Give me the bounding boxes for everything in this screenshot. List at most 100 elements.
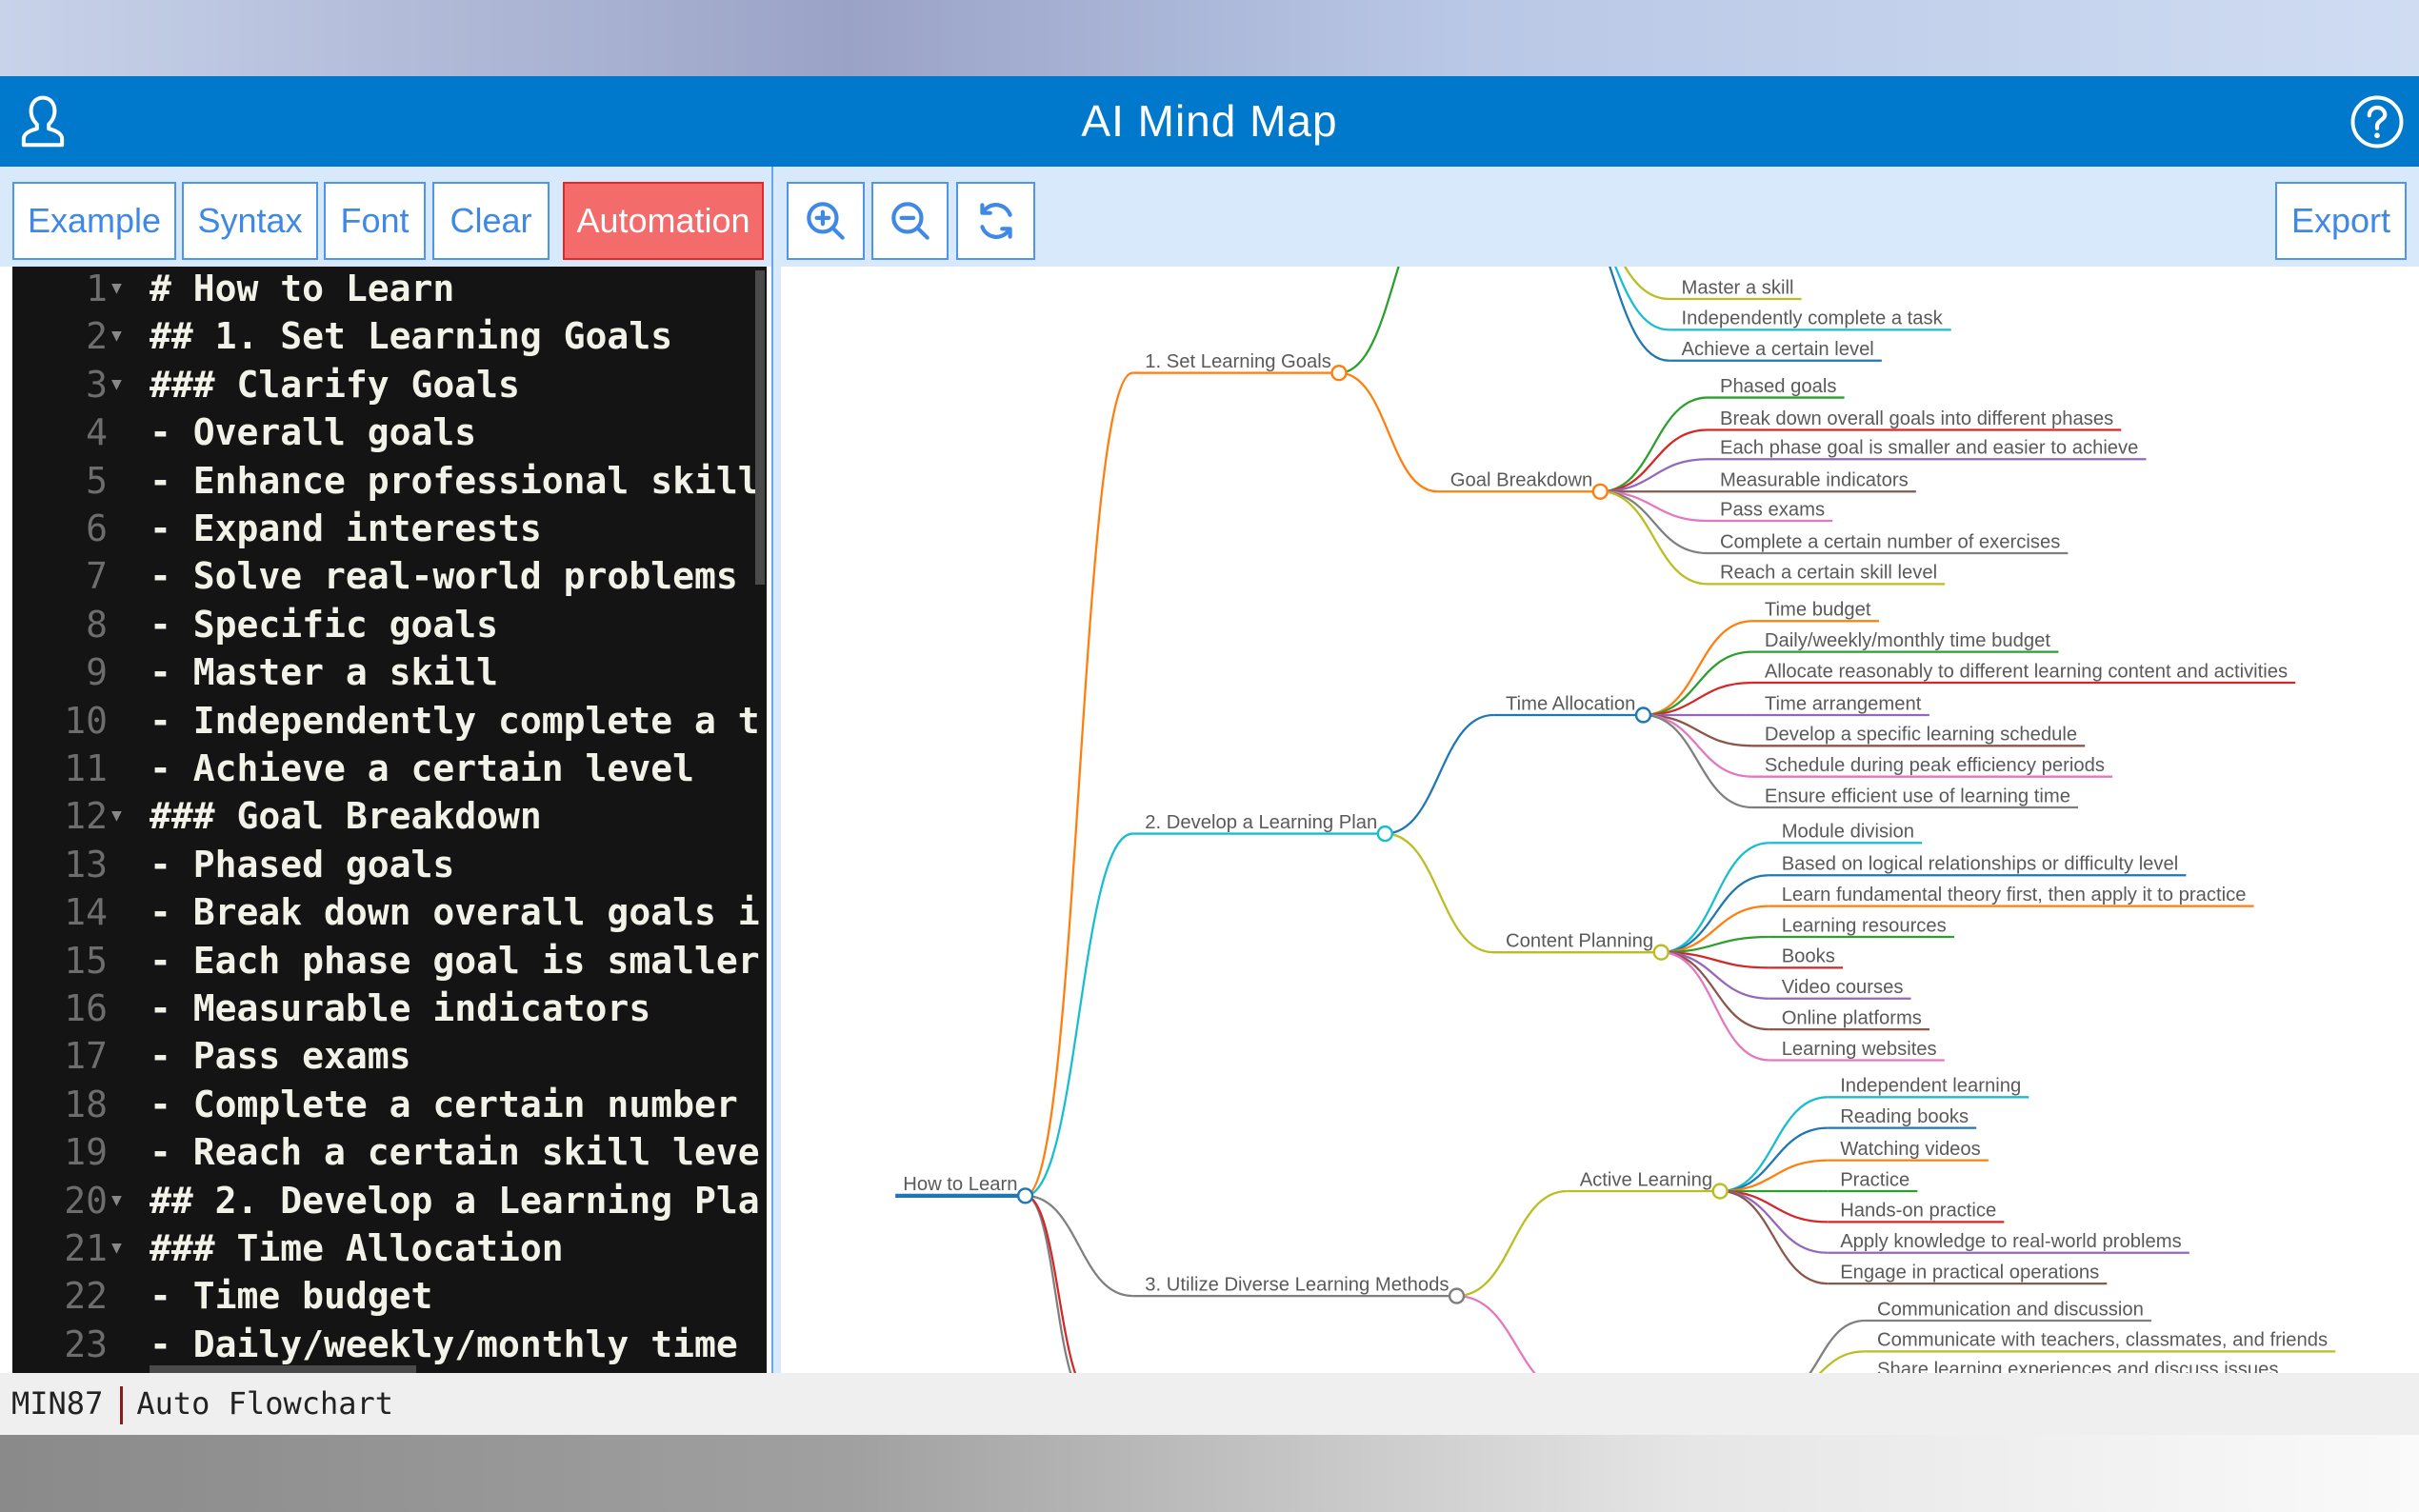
mind-map-node[interactable]: Practice [1828, 1169, 1918, 1193]
mind-map-node[interactable]: Communicate with teachers, classmates, a… [1865, 1330, 2336, 1353]
mind-map-node[interactable]: Learn fundamental theory first, then app… [1769, 885, 2254, 907]
mind-map-node[interactable]: Phased goals [1708, 376, 1845, 399]
refresh-button[interactable] [956, 182, 1035, 260]
editor-line[interactable]: 20 ▼ ## 2. Develop a Learning Pla [12, 1177, 767, 1224]
editor-line[interactable]: 6 - Expand interests [12, 505, 767, 552]
mind-map-node[interactable]: Apply knowledge to real-world problems [1828, 1231, 2189, 1254]
mind-map-node[interactable]: Develop a specific learning schedule [1751, 725, 2086, 747]
fold-arrow-icon[interactable]: ▼ [111, 278, 122, 298]
fold-arrow-icon[interactable]: ▼ [111, 373, 122, 394]
editor-line[interactable]: 8 - Specific goals [12, 601, 767, 648]
mind-map-node[interactable]: Ensure efficient use of learning time [1751, 786, 2079, 809]
collapse-toggle-icon[interactable] [1652, 944, 1669, 961]
fold-arrow-icon[interactable]: ▼ [111, 806, 122, 826]
mind-map-node[interactable]: Based on logical relationships or diffic… [1769, 854, 2187, 877]
mind-map-node[interactable]: Reading books [1828, 1106, 1977, 1129]
fold-arrow-icon[interactable]: ▼ [111, 1189, 122, 1210]
example-button[interactable]: Example [12, 182, 176, 260]
editor-line[interactable]: 1 ▼ # How to Learn [12, 267, 767, 312]
mind-map-node[interactable]: Online platforms [1769, 1007, 1930, 1031]
mind-map-node[interactable]: Reach a certain skill level [1708, 563, 1946, 586]
editor-line[interactable]: 5 - Enhance professional skill [12, 457, 767, 505]
markdown-editor[interactable]: 1 ▼ # How to Learn 2 ▼ ## 1. Set Learning Goa… [12, 267, 767, 1373]
code-text: ## 2. Develop a Learning Pla [150, 1179, 760, 1222]
editor-line[interactable]: 11 - Achieve a certain level [12, 745, 767, 792]
editor-line[interactable]: 22 - Time budget [12, 1272, 767, 1320]
editor-line[interactable]: 14 - Break down overall goals i [12, 888, 767, 936]
help-icon[interactable] [2349, 93, 2406, 150]
editor-line[interactable]: 23 - Daily/weekly/monthly time [12, 1321, 767, 1368]
mind-map-node[interactable]: Goal Breakdown [1437, 470, 1609, 500]
fold-arrow-icon[interactable]: ▼ [111, 1238, 122, 1258]
mind-map-node[interactable]: Pass exams [1708, 499, 1833, 523]
editor-vertical-scrollbar[interactable] [755, 270, 765, 585]
collapse-toggle-icon[interactable] [1376, 825, 1393, 843]
mind-map-node[interactable]: Each phase goal is smaller and easier to… [1708, 438, 2147, 461]
mind-map-node[interactable]: Active Learning [1567, 1169, 1729, 1200]
collapse-toggle-icon[interactable] [1448, 1287, 1466, 1304]
mind-map-node[interactable]: Engage in practical operations [1828, 1262, 2108, 1285]
edge-line [1661, 905, 1769, 954]
mind-map-node[interactable]: Time arrangement [1751, 693, 1929, 717]
mind-map-node[interactable]: 3. Utilize Diverse Learning Methods [1132, 1274, 1466, 1304]
mind-map-node[interactable]: Schedule during peak efficiency periods [1751, 755, 2113, 778]
editor-line[interactable]: 17 - Pass exams [12, 1032, 767, 1080]
mind-map-node[interactable]: Share learning experiences and discuss i… [1865, 1359, 2287, 1373]
automation-button[interactable]: Automation [563, 182, 764, 260]
mind-map-node[interactable]: 1. Set Learning Goals [1132, 351, 1348, 382]
collapse-toggle-icon[interactable] [1016, 1187, 1034, 1204]
editor-line[interactable]: 19 - Reach a certain skill leve [12, 1128, 767, 1176]
editor-line[interactable]: 10 - Independently complete a t [12, 697, 767, 745]
mind-map[interactable]: How to Learn 1. Set Learning Goals Master … [787, 267, 2407, 1373]
mind-map-node[interactable]: Time budget [1751, 600, 1880, 623]
editor-horizontal-scrollbar[interactable] [150, 1365, 416, 1373]
zoom-in-button[interactable] [787, 182, 865, 260]
mind-map-node[interactable]: Books [1769, 946, 1844, 969]
editor-line[interactable]: 15 - Each phase goal is smaller [12, 937, 767, 985]
mind-map-node[interactable]: Allocate reasonably to different learnin… [1751, 661, 2296, 685]
edge-line [1600, 490, 1709, 555]
mind-map-canvas[interactable]: How to Learn 1. Set Learning Goals Master … [787, 267, 2407, 1373]
editor-line[interactable]: 3 ▼ ### Clarify Goals [12, 361, 767, 408]
mind-map-node[interactable]: Time Allocation [1493, 693, 1652, 724]
mind-map-node[interactable]: Content Planning [1493, 931, 1669, 961]
collapse-toggle-icon[interactable] [1591, 483, 1609, 500]
mind-map-node[interactable]: Communication and discussion [1865, 1299, 2151, 1323]
mind-map-node[interactable]: Module division [1769, 822, 1923, 845]
editor-line[interactable]: 2 ▼ ## 1. Set Learning Goals [12, 312, 767, 360]
collapse-toggle-icon[interactable] [1711, 1183, 1729, 1200]
editor-line[interactable]: 13 - Phased goals [12, 841, 767, 888]
panel-splitter[interactable] [771, 167, 781, 1373]
editor-line[interactable]: 4 - Overall goals [12, 408, 767, 456]
mind-map-node[interactable]: Learning resources [1769, 915, 1954, 939]
mind-map-root[interactable]: How to Learn [895, 1174, 1034, 1204]
editor-line[interactable]: 12 ▼ ### Goal Breakdown [12, 792, 767, 840]
mind-map-node[interactable]: Learning websites [1769, 1039, 1945, 1062]
mind-map-node[interactable]: Independently complete a task [1669, 308, 1951, 331]
user-icon[interactable] [13, 93, 72, 152]
mind-map-node[interactable]: Independent learning [1828, 1076, 2029, 1099]
editor-line[interactable]: 21 ▼ ### Time Allocation [12, 1224, 767, 1272]
syntax-button[interactable]: Syntax [182, 182, 318, 260]
mind-map-node[interactable]: Measurable indicators [1708, 470, 1916, 493]
editor-line[interactable]: 16 - Measurable indicators [12, 985, 767, 1032]
mind-map-node[interactable]: Watching videos [1828, 1139, 1989, 1162]
mind-map-node[interactable]: Achieve a certain level [1669, 339, 1882, 362]
fold-arrow-icon[interactable]: ▼ [111, 326, 122, 347]
clear-button[interactable]: Clear [432, 182, 550, 260]
mind-map-node[interactable]: Hands-on practice [1828, 1201, 2005, 1224]
editor-line[interactable]: 18 - Complete a certain number [12, 1081, 767, 1128]
font-button[interactable]: Font [324, 182, 426, 260]
mind-map-node[interactable]: Master a skill [1669, 277, 1802, 301]
mind-map-node[interactable]: Daily/weekly/monthly time budget [1751, 630, 2059, 653]
zoom-out-button[interactable] [871, 182, 949, 260]
collapse-toggle-icon[interactable] [1330, 365, 1348, 382]
mind-map-node[interactable]: Break down overall goals into different … [1708, 408, 2122, 431]
editor-line[interactable]: 9 - Master a skill [12, 648, 767, 696]
editor-line[interactable]: 7 - Solve real-world problems [12, 552, 767, 600]
mind-map-node[interactable]: Complete a certain number of exercises [1708, 531, 2069, 555]
collapse-toggle-icon[interactable] [1634, 706, 1652, 724]
export-button[interactable]: Export [2275, 182, 2407, 260]
mind-map-node[interactable]: 2. Develop a Learning Plan [1132, 812, 1393, 843]
mind-map-node[interactable]: Video courses [1769, 977, 1911, 1000]
